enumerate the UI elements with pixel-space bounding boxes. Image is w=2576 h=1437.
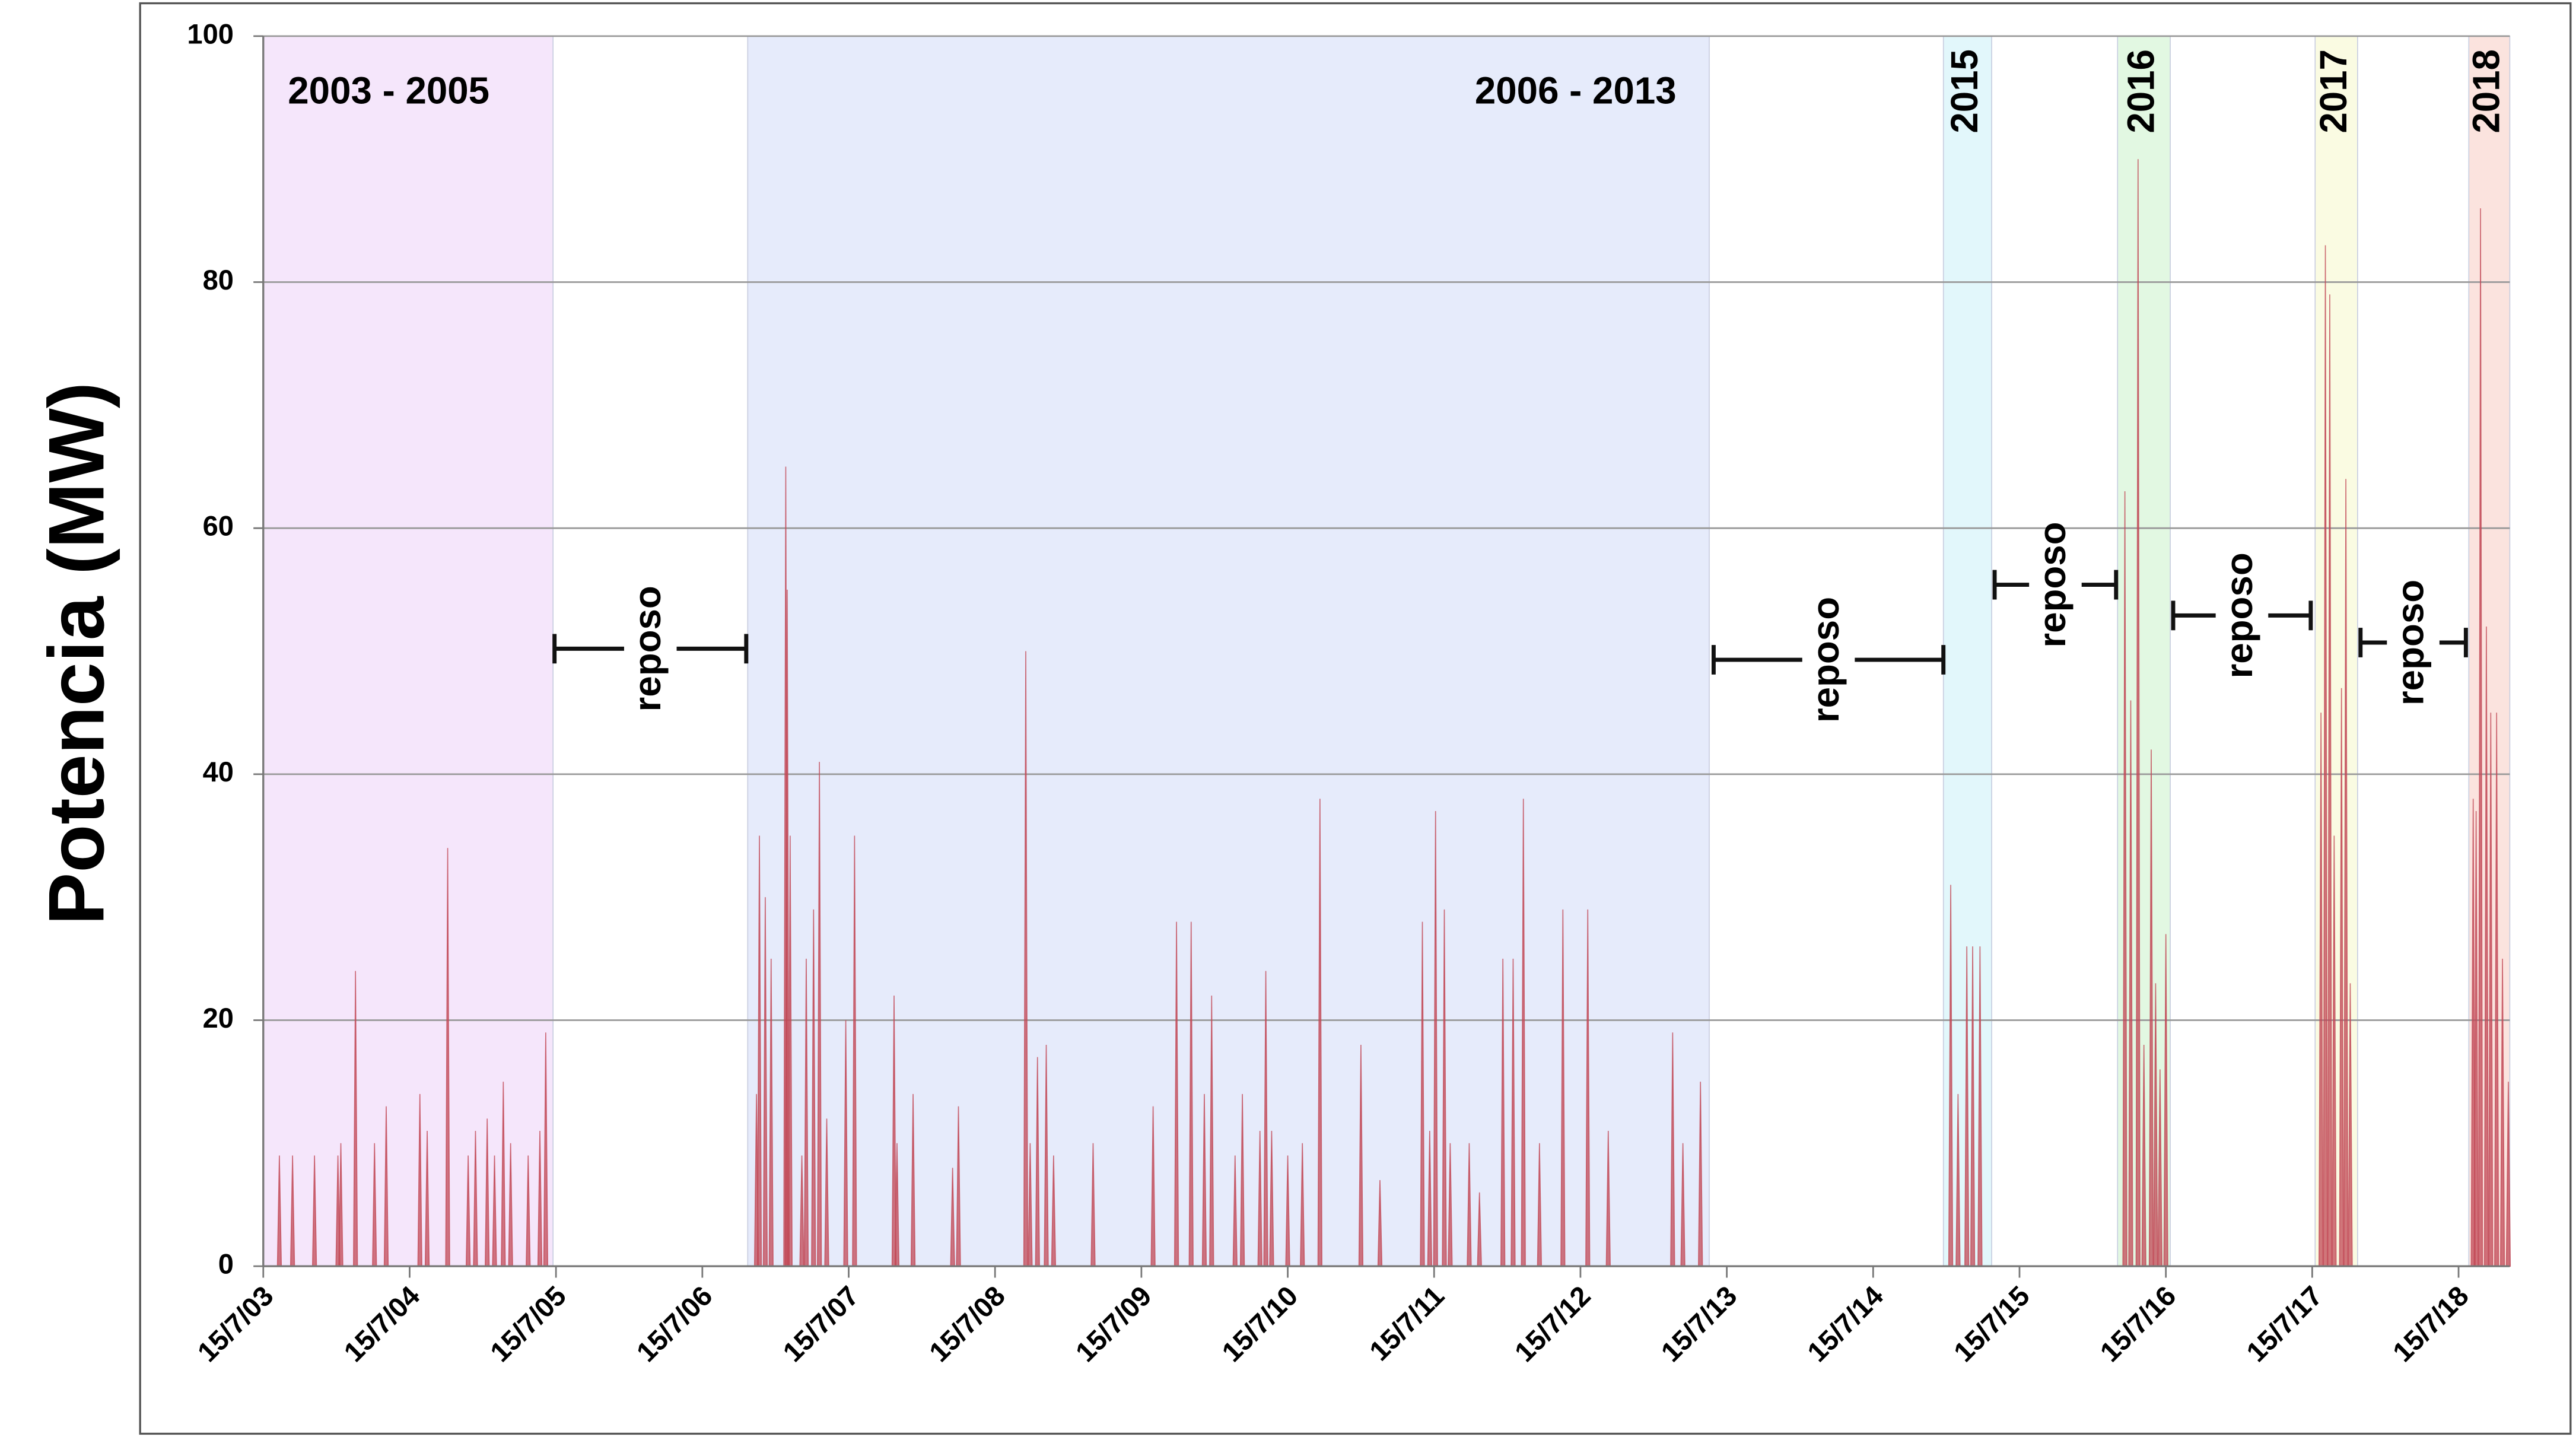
x-tick-label: 15/7/17 [2240, 1280, 2328, 1368]
rest-label: reposo [2389, 580, 2431, 705]
x-tick-label: 15/7/16 [2094, 1280, 2181, 1368]
rest-label: reposo [626, 586, 669, 711]
y-axis-title: Potencia (MW) [33, 382, 120, 925]
chart-frame [139, 2, 2572, 1435]
x-tick-label: 15/7/13 [1655, 1280, 1742, 1368]
rest-label: reposo [2218, 552, 2260, 678]
x-tick-label: 15/7/04 [338, 1280, 425, 1368]
x-tick-label: 15/7/11 [1363, 1280, 1451, 1367]
rest-label: reposo [2031, 522, 2073, 647]
x-tick-label: 15/7/06 [630, 1280, 718, 1368]
x-tick-label: 15/7/15 [1947, 1280, 2035, 1368]
period-band [262, 36, 554, 1267]
period-label: 2006 - 2013 [1475, 70, 1677, 112]
y-tick-label: 20 [203, 1002, 234, 1034]
x-tick-label: 15/7/03 [191, 1280, 279, 1368]
x-tick-label: 15/7/08 [923, 1280, 1011, 1368]
x-tick-label: 15/7/10 [1216, 1280, 1303, 1368]
x-tick-label: 15/7/07 [777, 1280, 864, 1368]
period-label: 2015 [1944, 49, 1986, 133]
x-tick-label: 15/7/09 [1069, 1280, 1157, 1368]
period-label: 2018 [2466, 49, 2508, 133]
x-tick-label: 15/7/18 [2387, 1280, 2475, 1368]
x-tick-label: 15/7/05 [484, 1280, 572, 1368]
period-label: 2017 [2313, 49, 2355, 133]
period-label: 2016 [2120, 49, 2162, 133]
y-tick-label: 100 [187, 18, 234, 49]
period-label: 2003 - 2005 [288, 70, 489, 112]
period-band [747, 36, 1710, 1267]
y-tick-label: 80 [203, 264, 234, 295]
x-tick-label: 15/7/12 [1508, 1280, 1596, 1368]
x-tick-label: 15/7/14 [1801, 1280, 1889, 1368]
y-tick-label: 40 [203, 756, 234, 787]
rest-label: reposo [1805, 597, 1847, 723]
y-tick-label: 0 [218, 1248, 234, 1280]
y-tick-label: 60 [203, 510, 234, 542]
